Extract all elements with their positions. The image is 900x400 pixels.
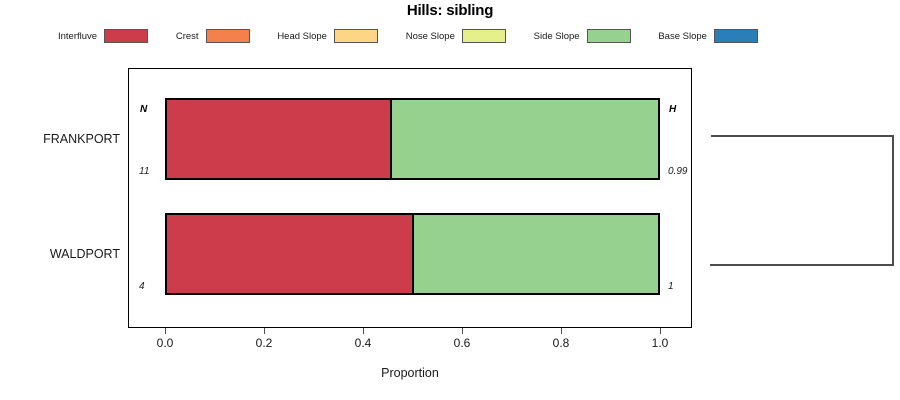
legend-item: Side Slope [534,29,631,43]
h-value: 0.99 [668,166,688,177]
n-value: 4 [139,281,145,292]
x-axis-tick [660,328,661,334]
legend-color-swatch [333,29,378,43]
x-axis-tick [165,328,166,334]
x-axis-tick [264,328,265,334]
legend-item: Crest [176,29,250,43]
dendrogram-path [710,135,894,266]
x-axis-tick-label: 0.8 [552,336,570,350]
x-axis-tick [561,328,562,334]
legend-item: Interfluve [58,29,149,43]
legend-item: Head Slope [277,29,378,43]
legend-item-label: Interfluve [58,30,98,42]
n-column-header: N [140,104,148,115]
y-axis-category-label: WALDPORT [49,247,120,261]
x-axis-tick [462,328,463,334]
stacked-bar [165,213,660,295]
legend-color-swatch [586,29,631,43]
legend-item-label: Nose Slope [405,30,455,42]
h-column-header: H [669,104,677,115]
x-axis-tick-label: 0.2 [255,336,273,350]
legend-color-swatch [104,29,149,43]
legend-color-swatch [461,29,506,43]
legend-item-label: Base Slope [658,30,707,42]
bar-segment [389,100,658,178]
bar-segment [167,100,390,178]
legend-item-label: Crest [175,30,199,42]
dendrogram-bracket [710,135,894,266]
legend-color-swatch [205,29,250,43]
h-value: 1 [668,281,674,292]
n-value: 11 [139,166,150,177]
legend-item-label: Side Slope [533,30,580,42]
x-axis-title: Proportion [381,366,439,380]
x-axis-tick [363,328,364,334]
chart-title: Hills: sibling [406,2,494,19]
chart-legend: Interfluve Crest Head Slope Nose Slope Side … [58,27,758,45]
legend-item: Nose Slope [406,29,506,43]
legend-item: Base Slope [658,29,758,43]
x-axis-tick-label: 1.0 [651,336,669,350]
x-axis-tick-label: 0.0 [156,336,174,350]
legend-color-swatch [713,29,758,43]
x-axis-tick-label: 0.4 [354,336,372,350]
y-axis-category-label: FRANKPORT [43,132,120,146]
bar-segment [411,215,658,293]
bar-segment [167,215,412,293]
x-axis-tick-label: 0.6 [453,336,471,350]
legend-item-label: Head Slope [277,30,327,42]
stacked-bar [165,98,660,180]
